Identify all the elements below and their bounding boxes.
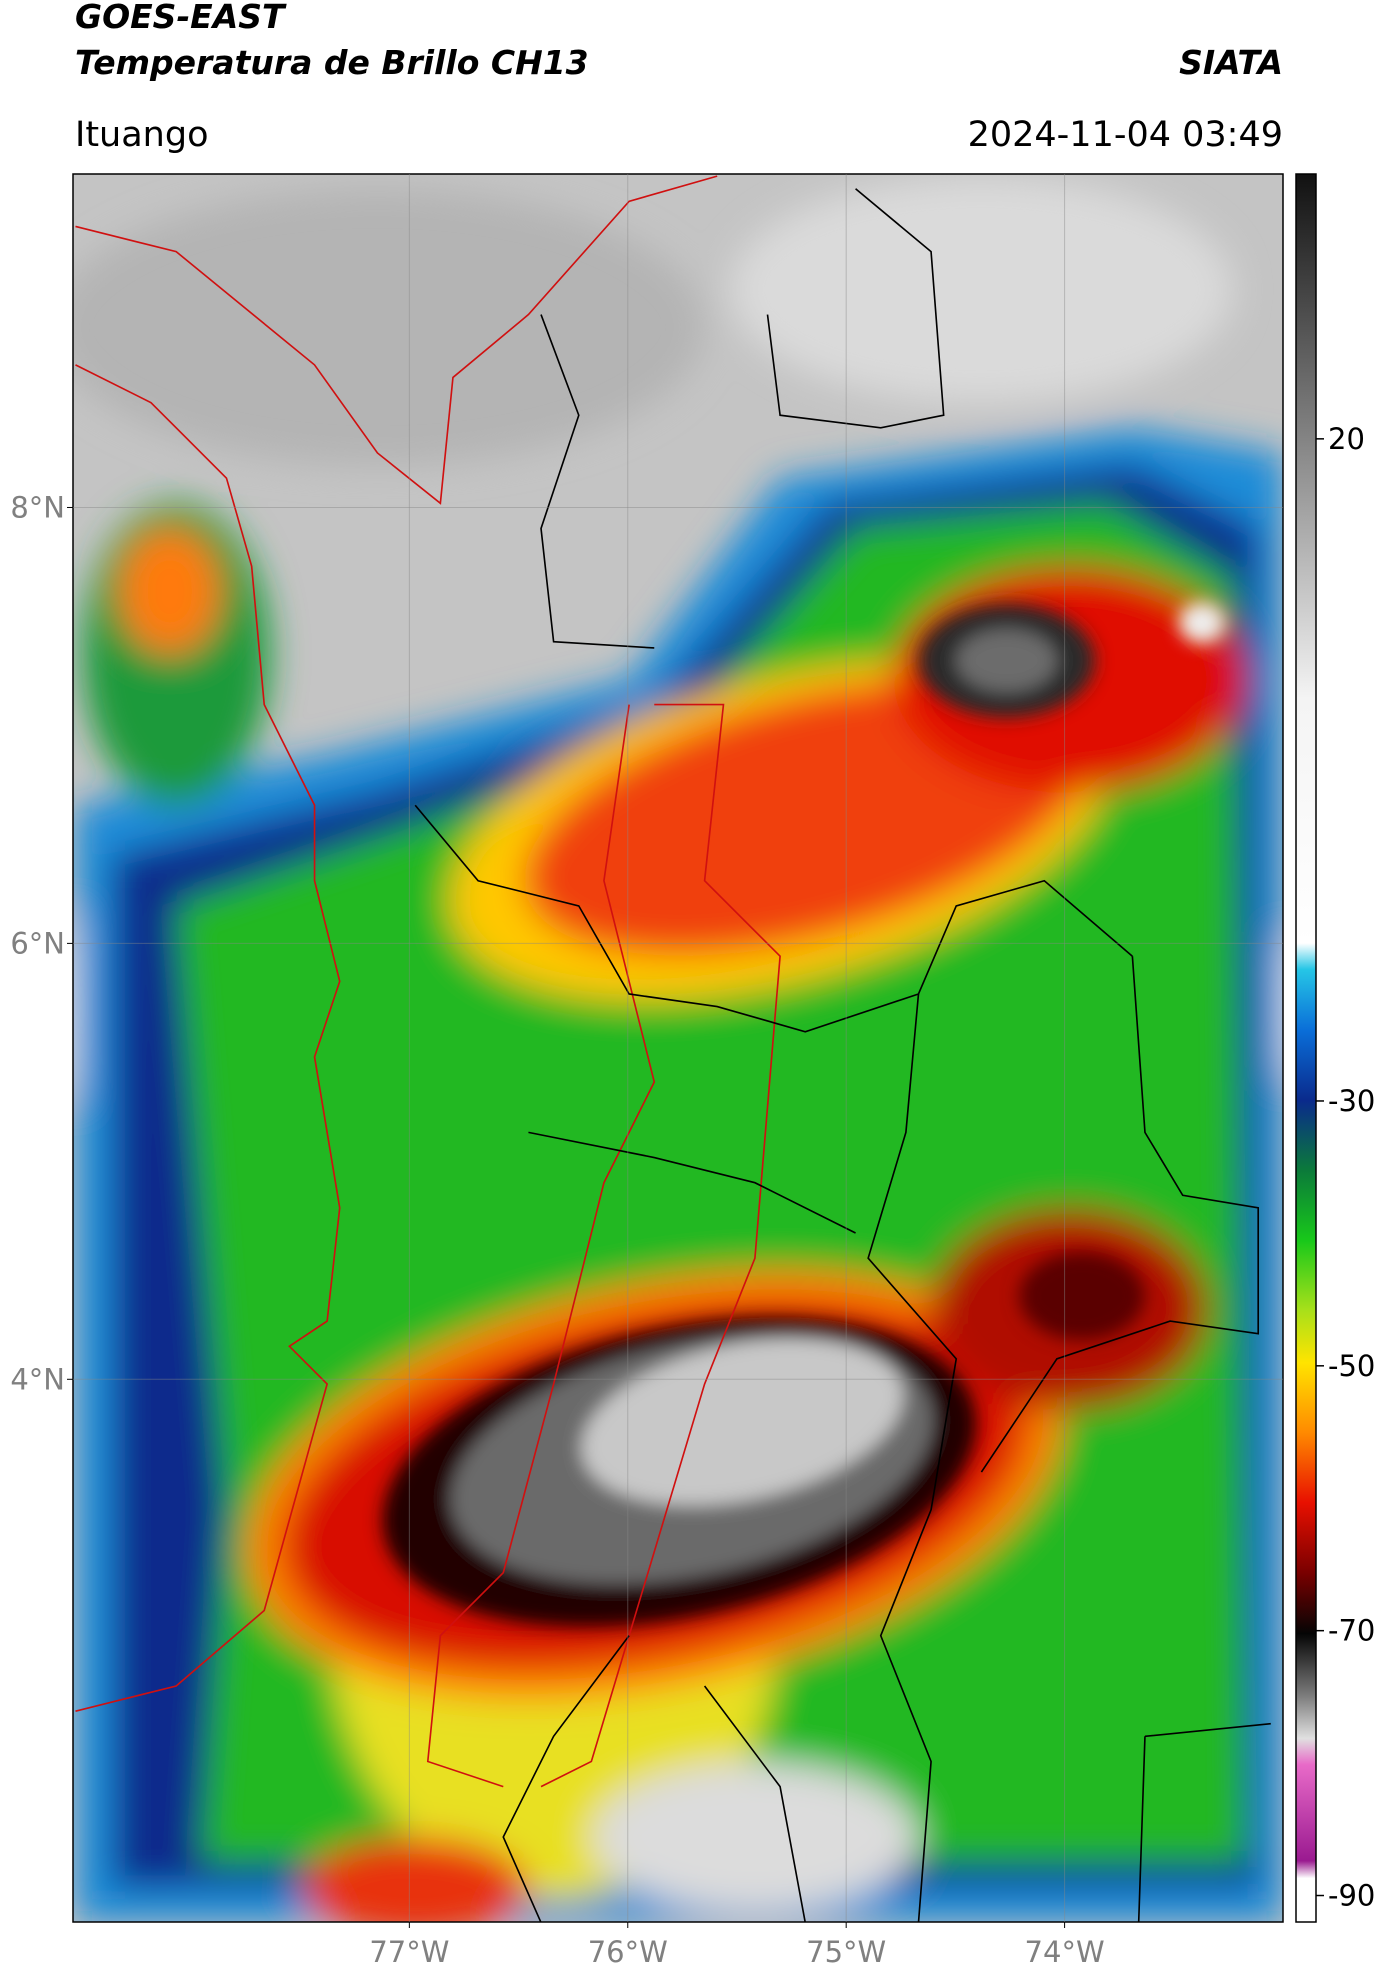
source: SIATA <box>1179 43 1283 82</box>
colorbar-tick-label: -90 <box>1328 1879 1375 1913</box>
colorbar-tick-label: 20 <box>1328 422 1365 456</box>
colorbar-tick-label: -70 <box>1328 1614 1375 1648</box>
timestamp: 2024-11-04 03:49 <box>968 115 1283 155</box>
colorbar-tick-label: -30 <box>1328 1084 1375 1118</box>
y-tick-label: 4°N <box>10 1362 65 1396</box>
map-image <box>72 173 1284 1923</box>
colorbar-tick-label: -50 <box>1328 1349 1375 1383</box>
title: GOES-EAST <box>75 0 287 36</box>
x-tick-label: 74°W <box>1025 1935 1105 1969</box>
location: Ituango <box>75 115 209 155</box>
subtitle: Temperatura de Brillo CH13 <box>75 43 589 82</box>
map-frame <box>72 173 1284 1923</box>
x-tick-label: 77°W <box>369 1935 449 1969</box>
y-tick-label: 6°N <box>10 926 65 960</box>
x-tick-label: 76°W <box>588 1935 668 1969</box>
colorbar <box>1295 173 1317 1923</box>
x-tick-label: 75°W <box>806 1935 886 1969</box>
y-tick-label: 8°N <box>10 490 65 524</box>
